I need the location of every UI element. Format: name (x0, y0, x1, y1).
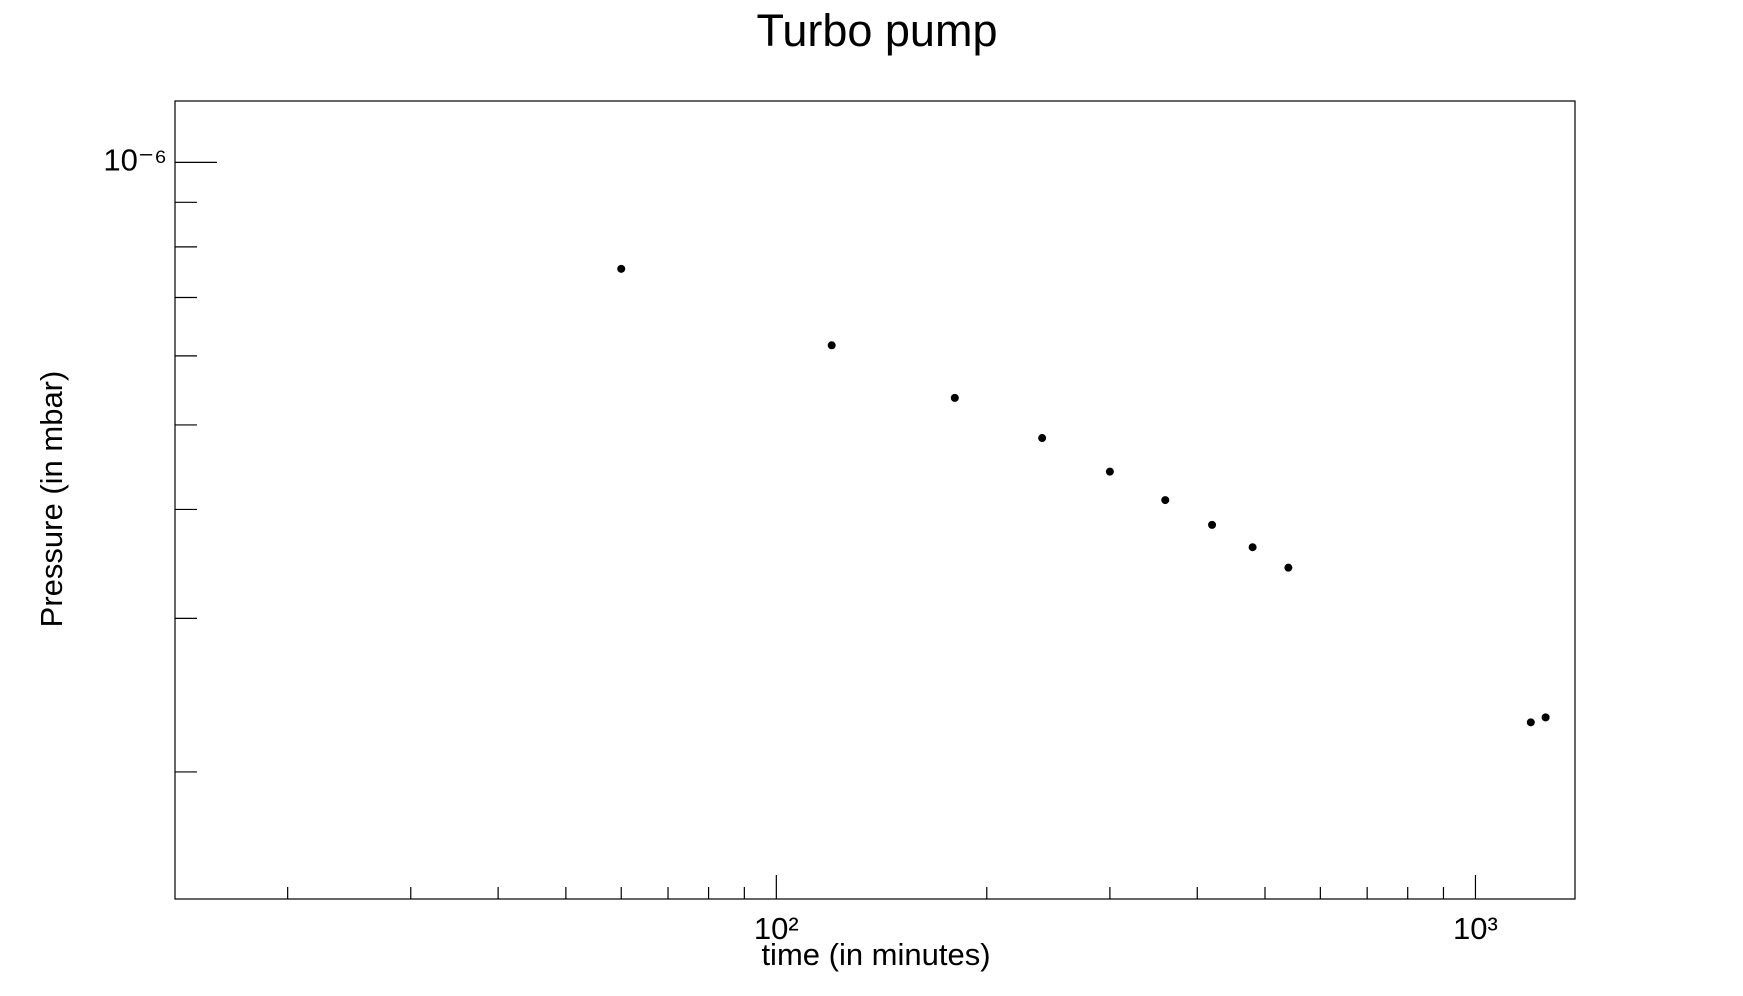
y-axis-title: Pressure (in mbar) (34, 371, 69, 628)
x-axis-title: time (in minutes) (761, 937, 990, 972)
x-tick-label: 10³ (1453, 911, 1498, 946)
data-point (1038, 434, 1047, 443)
data-point (950, 393, 959, 402)
x-tick-label: 10² (754, 911, 799, 946)
data-point (1526, 718, 1535, 727)
data-point (1284, 563, 1293, 572)
data-point (827, 341, 836, 350)
data-point (1541, 713, 1550, 722)
y-tick-label: 10⁻⁶ (103, 143, 167, 178)
plot-frame (174, 100, 1576, 900)
data-point (1161, 496, 1170, 505)
chart-title: Turbo pump (757, 5, 998, 56)
data-point (1248, 543, 1257, 552)
data-point (1105, 467, 1114, 476)
data-point (617, 264, 626, 273)
data-point (1208, 520, 1217, 529)
